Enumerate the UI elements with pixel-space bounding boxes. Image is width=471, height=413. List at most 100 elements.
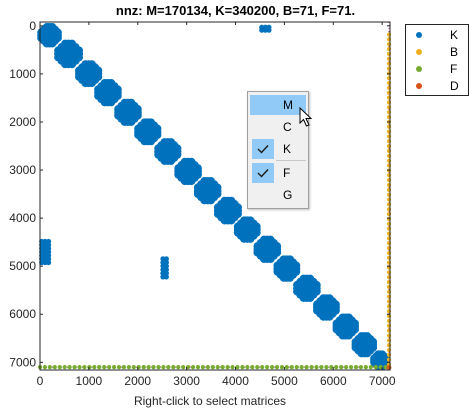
- f-point: [200, 365, 206, 370]
- d-point: [386, 365, 392, 370]
- x-tick-label: 7000: [369, 374, 396, 388]
- f-point: [82, 365, 87, 370]
- y-tick-label: 5000: [9, 259, 36, 273]
- f-point: [57, 365, 62, 370]
- k-diagonal-block: [273, 255, 301, 282]
- y-tick-label: 1000: [9, 67, 36, 81]
- f-point: [97, 365, 102, 370]
- k-diagonal-block: [75, 60, 103, 88]
- k-point: [350, 325, 359, 334]
- legend-marker: [416, 49, 422, 55]
- menu-item-f[interactable]: F: [250, 163, 306, 183]
- f-point: [260, 365, 265, 370]
- k-point: [252, 228, 261, 237]
- legend-item-f[interactable]: F: [406, 61, 468, 77]
- f-point: [190, 365, 196, 370]
- x-tick-label: 5000: [271, 374, 298, 388]
- legend-label: F: [450, 62, 458, 76]
- matrix-context-menu[interactable]: M C K F G: [247, 91, 309, 209]
- f-point: [363, 365, 368, 370]
- f-point: [255, 365, 260, 370]
- k-offdiagonal-block: [39, 238, 52, 266]
- f-point: [47, 365, 52, 370]
- k-diagonal-block: [370, 350, 391, 371]
- f-point: [151, 365, 156, 370]
- f-point: [72, 365, 77, 370]
- f-point: [319, 365, 324, 370]
- f-point: [181, 365, 186, 370]
- f-point: [141, 365, 146, 370]
- f-point: [215, 365, 220, 370]
- k-diagonal-block: [332, 313, 359, 340]
- k-point: [272, 248, 282, 257]
- f-point: [245, 365, 250, 370]
- legend-label: K: [450, 28, 459, 42]
- y-tick-label: 2000: [9, 115, 36, 129]
- k-point: [173, 150, 182, 159]
- f-point: [171, 365, 176, 370]
- legend[interactable]: K B F D: [405, 24, 469, 96]
- f-point: [52, 365, 57, 370]
- k-point: [133, 111, 142, 120]
- legend-item-b[interactable]: B: [406, 44, 468, 60]
- f-point: [240, 365, 245, 370]
- f-point: [67, 365, 72, 370]
- chart-title: nnz: M=170134, K=340200, B=71, F=71.: [115, 3, 356, 18]
- k-point: [153, 130, 162, 140]
- k-diagonal-block: [313, 294, 340, 321]
- k-point: [113, 91, 122, 101]
- k-point: [163, 270, 169, 276]
- f-point: [176, 365, 181, 370]
- f-point: [111, 365, 117, 370]
- f-point: [250, 365, 255, 370]
- menu-item-k[interactable]: K: [250, 139, 306, 159]
- menu-item-m[interactable]: M: [250, 95, 306, 115]
- f-point: [156, 365, 161, 370]
- k-diagonal-block: [134, 118, 162, 146]
- legend-item-d[interactable]: D: [406, 78, 468, 94]
- menu-item-c[interactable]: C: [250, 117, 306, 137]
- k-point: [163, 256, 169, 262]
- k-point: [163, 259, 169, 266]
- axes-box: [39, 21, 391, 371]
- f-point: [225, 365, 230, 370]
- k-diagonal-block: [94, 78, 122, 107]
- y-tick-label: 4000: [9, 211, 36, 225]
- y-tick-label: 0: [29, 19, 36, 33]
- f-point: [116, 365, 122, 370]
- y-tick-label: 7000: [9, 355, 36, 369]
- x-tick-label: 6000: [320, 374, 347, 388]
- legend-marker: [416, 32, 422, 38]
- f-point: [324, 365, 329, 370]
- f-point: [373, 365, 378, 370]
- x-tick-label: 4000: [222, 374, 249, 388]
- f-point: [353, 365, 359, 370]
- f-point: [42, 365, 48, 370]
- k-point: [93, 72, 103, 81]
- k-point: [262, 27, 268, 33]
- k-diagonal-block: [174, 157, 202, 186]
- f-point: [358, 365, 364, 370]
- legend-label: B: [450, 45, 459, 59]
- f-point: [205, 365, 210, 370]
- legend-item-k[interactable]: K: [406, 27, 468, 43]
- menu-item-g[interactable]: G: [250, 185, 306, 205]
- f-point: [161, 365, 166, 370]
- k-point: [291, 267, 301, 276]
- k-point: [259, 27, 265, 33]
- k-point: [163, 267, 169, 273]
- k-diagonal-block: [293, 274, 321, 302]
- f-point: [126, 365, 131, 370]
- x-tick-label: 2000: [124, 374, 151, 388]
- k-point: [213, 189, 222, 199]
- k-offdiagonal-block: [160, 256, 169, 280]
- f-point: [230, 365, 235, 370]
- menu-item-label: M: [283, 98, 293, 112]
- f-point: [77, 365, 82, 370]
- k-point: [233, 209, 243, 219]
- f-point: [294, 365, 299, 370]
- f-point: [210, 365, 215, 370]
- menu-item-label: G: [283, 188, 293, 202]
- k-point: [266, 27, 272, 33]
